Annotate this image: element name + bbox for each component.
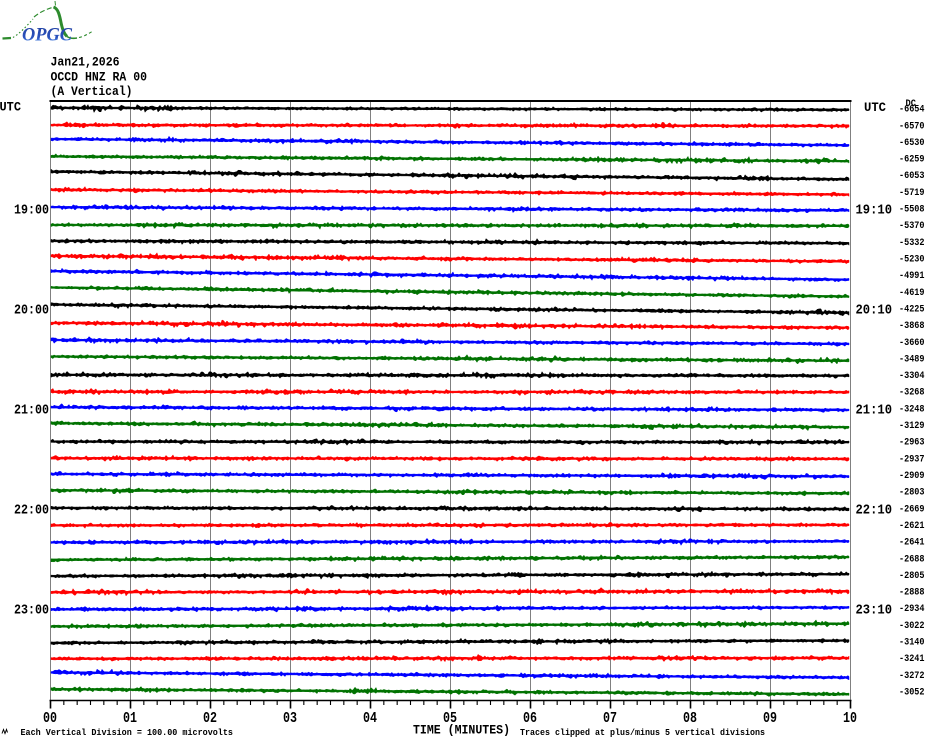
svg-text:08: 08: [683, 710, 697, 727]
svg-text:Each Vertical Division = 100.: Each Vertical Division = 100.00 microvol…: [21, 727, 234, 738]
svg-text:04: 04: [363, 710, 377, 727]
svg-text:22:00: 22:00: [14, 502, 49, 518]
svg-text:-2621: -2621: [899, 521, 925, 532]
svg-text:-3268: -3268: [899, 388, 925, 399]
svg-text:-4619: -4619: [899, 288, 925, 299]
svg-text:-6654: -6654: [899, 105, 925, 116]
svg-text:-5370: -5370: [899, 221, 925, 232]
svg-text:-6530: -6530: [899, 138, 925, 149]
svg-text:-3660: -3660: [899, 338, 925, 349]
svg-text:OCCD HNZ RA 00: OCCD HNZ RA 00: [51, 70, 148, 85]
svg-text:-2909: -2909: [899, 471, 925, 482]
svg-text:-2688: -2688: [899, 554, 925, 565]
svg-text:-5332: -5332: [899, 238, 925, 249]
svg-text:Jan21,2026: Jan21,2026: [51, 55, 120, 70]
svg-text:TIME (MINUTES): TIME (MINUTES): [413, 723, 510, 738]
svg-text:DC: DC: [906, 99, 917, 110]
svg-text:(A Vertical): (A Vertical): [51, 84, 133, 99]
svg-text:07: 07: [603, 710, 617, 727]
svg-text:Traces clipped at plus/minus 5: Traces clipped at plus/minus 5 vertical …: [520, 727, 765, 738]
svg-text:-5508: -5508: [899, 205, 925, 216]
svg-text:03: 03: [283, 710, 297, 727]
svg-text:-5719: -5719: [899, 188, 925, 199]
svg-text:-3052: -3052: [899, 687, 925, 698]
svg-text:09: 09: [763, 710, 777, 727]
svg-text:23:10: 23:10: [856, 602, 893, 618]
svg-text:-3304: -3304: [899, 371, 925, 382]
svg-text:-3140: -3140: [899, 638, 925, 649]
svg-text:23:00: 23:00: [14, 602, 49, 618]
svg-text:06: 06: [523, 710, 537, 727]
svg-text:-6259: -6259: [899, 155, 925, 166]
svg-text:-3241: -3241: [899, 654, 925, 665]
svg-text:-3489: -3489: [899, 354, 925, 365]
svg-text:-3129: -3129: [899, 421, 925, 432]
svg-text:-3248: -3248: [899, 404, 925, 415]
svg-text:05: 05: [443, 710, 457, 727]
svg-text:20:10: 20:10: [856, 303, 893, 319]
svg-text:-3272: -3272: [899, 671, 925, 682]
svg-text:-6053: -6053: [899, 171, 925, 182]
svg-text:-2805: -2805: [899, 571, 925, 582]
svg-text:-3022: -3022: [899, 621, 925, 632]
svg-text:02: 02: [203, 710, 217, 727]
svg-text:-4225: -4225: [899, 304, 925, 315]
svg-text:-3868: -3868: [899, 321, 925, 332]
svg-text:-2963: -2963: [899, 438, 925, 449]
svg-text:10: 10: [843, 710, 857, 727]
svg-text:-2641: -2641: [899, 538, 925, 549]
svg-text:19:00: 19:00: [14, 203, 49, 219]
svg-text:-2934: -2934: [899, 604, 925, 615]
svg-text:20:00: 20:00: [14, 303, 49, 319]
svg-text:OPGC: OPGC: [22, 25, 72, 46]
svg-text:UTC: UTC: [864, 100, 886, 115]
svg-text:-5230: -5230: [899, 255, 925, 266]
svg-text:01: 01: [123, 710, 137, 727]
svg-text:-6570: -6570: [899, 121, 925, 132]
svg-text:21:00: 21:00: [14, 403, 49, 419]
svg-text:19:10: 19:10: [856, 203, 893, 219]
svg-text:22:10: 22:10: [856, 502, 893, 518]
svg-text:-2888: -2888: [899, 588, 925, 599]
svg-text:-2669: -2669: [899, 504, 925, 515]
svg-text:21:10: 21:10: [856, 403, 893, 419]
svg-text:-2937: -2937: [899, 454, 925, 465]
svg-text:UTC: UTC: [0, 100, 21, 115]
svg-text:00: 00: [43, 710, 57, 727]
svg-text:-4991: -4991: [899, 271, 925, 282]
svg-text:-2803: -2803: [899, 488, 925, 499]
